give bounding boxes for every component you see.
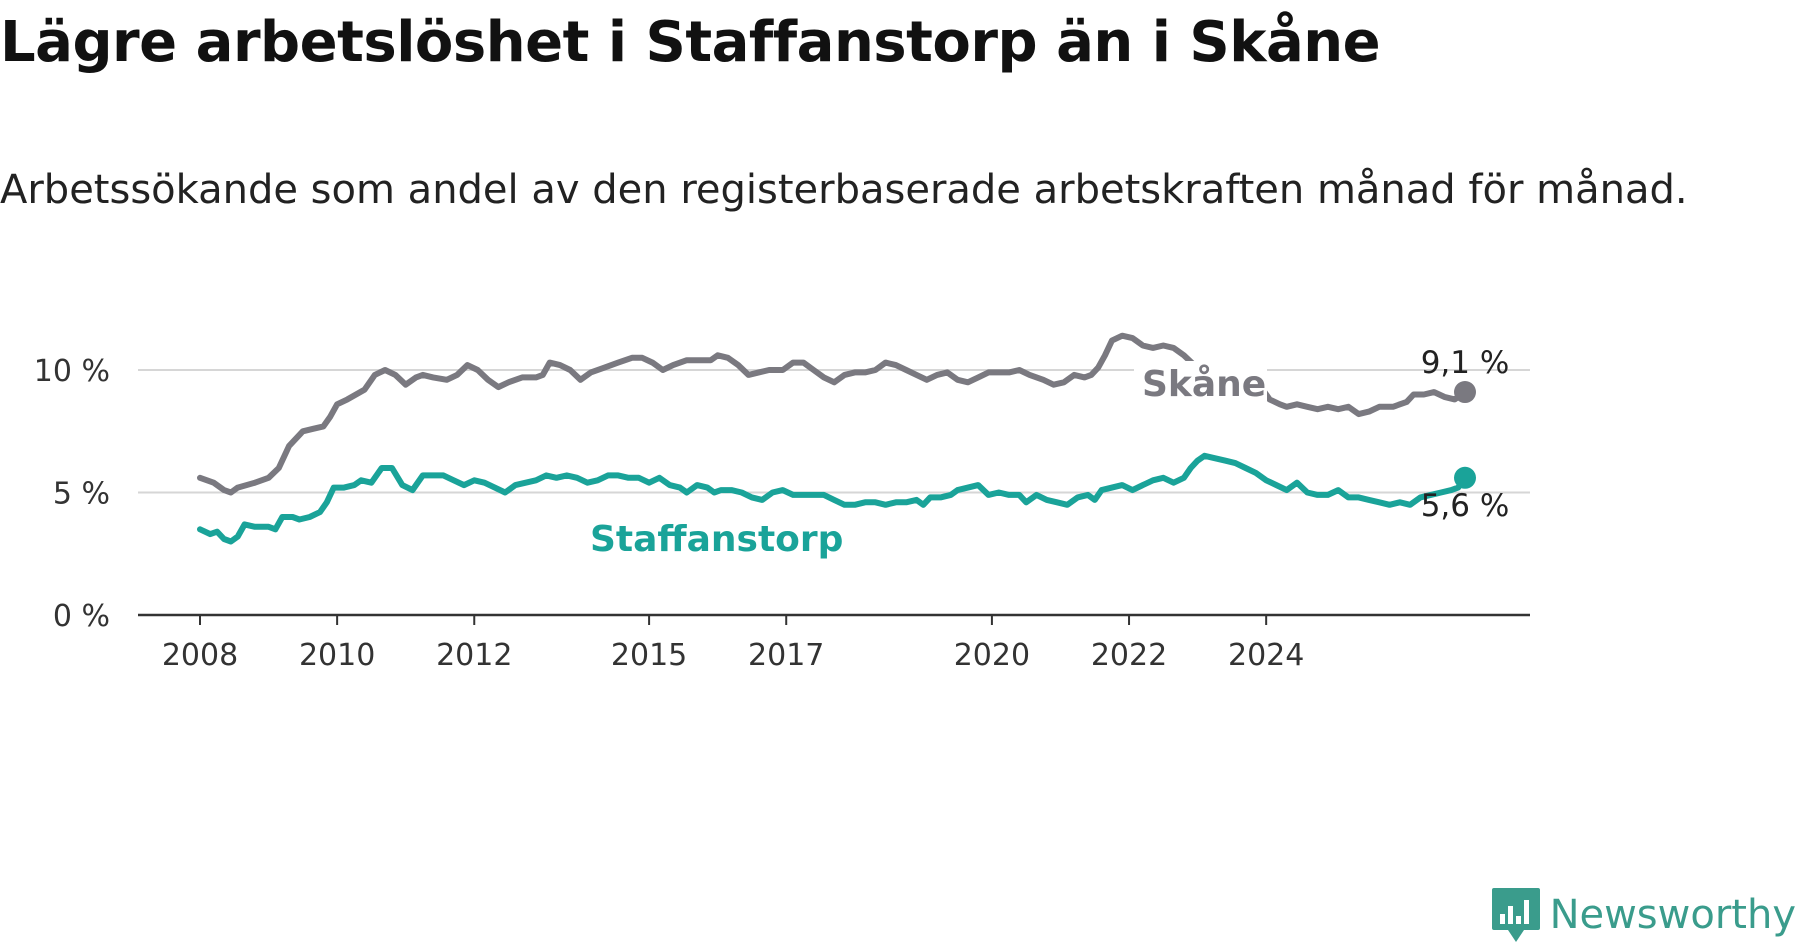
- gridlines: [138, 369, 1530, 494]
- newsworthy-logo-icon: [1491, 888, 1540, 942]
- x-axis: 2008 2010 2012 2015 2017 2020 2022 2024: [138, 613, 1530, 673]
- series-lines: [197, 332, 1476, 545]
- x-tick-label: 2015: [611, 638, 687, 673]
- series-end-point: [1454, 381, 1476, 404]
- end-value-label: 5,6 %: [1421, 488, 1510, 524]
- series-line-staffanstorp: [197, 452, 1468, 545]
- y-tick-label: 10 %: [34, 354, 110, 389]
- brand-name: Newsworthy: [1549, 892, 1796, 938]
- newsworthy-brand[interactable]: Newsworthy: [1490, 886, 1796, 944]
- chart-title: Lägre arbetslöshet i Staffanstorp än i S…: [0, 10, 1381, 75]
- y-tick-label: 5 %: [53, 477, 110, 512]
- x-tick-label: 2024: [1228, 638, 1304, 673]
- series-label-background: [582, 516, 876, 562]
- x-tick-label: 2008: [162, 638, 238, 673]
- series-name-label: Skåne: [1142, 364, 1266, 405]
- chart-subtitle: Arbetssökande som andel av den registerb…: [0, 167, 1688, 213]
- y-axis-ticks: 0 % 5 % 10 %: [34, 354, 110, 634]
- x-tick-label: 2020: [954, 638, 1030, 673]
- x-tick-label: 2010: [299, 638, 375, 673]
- x-tick-label: 2022: [1091, 638, 1167, 673]
- x-tick-label: 2012: [436, 638, 512, 673]
- x-tick-label: 2017: [748, 638, 824, 673]
- series-label-background: [1134, 361, 1267, 407]
- series-name-label: Staffanstorp: [590, 519, 843, 560]
- end-value-label: 9,1 %: [1421, 345, 1510, 381]
- series-end-point: [1454, 466, 1476, 489]
- y-tick-label: 0 %: [53, 599, 110, 634]
- series-labels: 9,1 % 5,6 % Skåne Staffanstorp: [582, 345, 1509, 562]
